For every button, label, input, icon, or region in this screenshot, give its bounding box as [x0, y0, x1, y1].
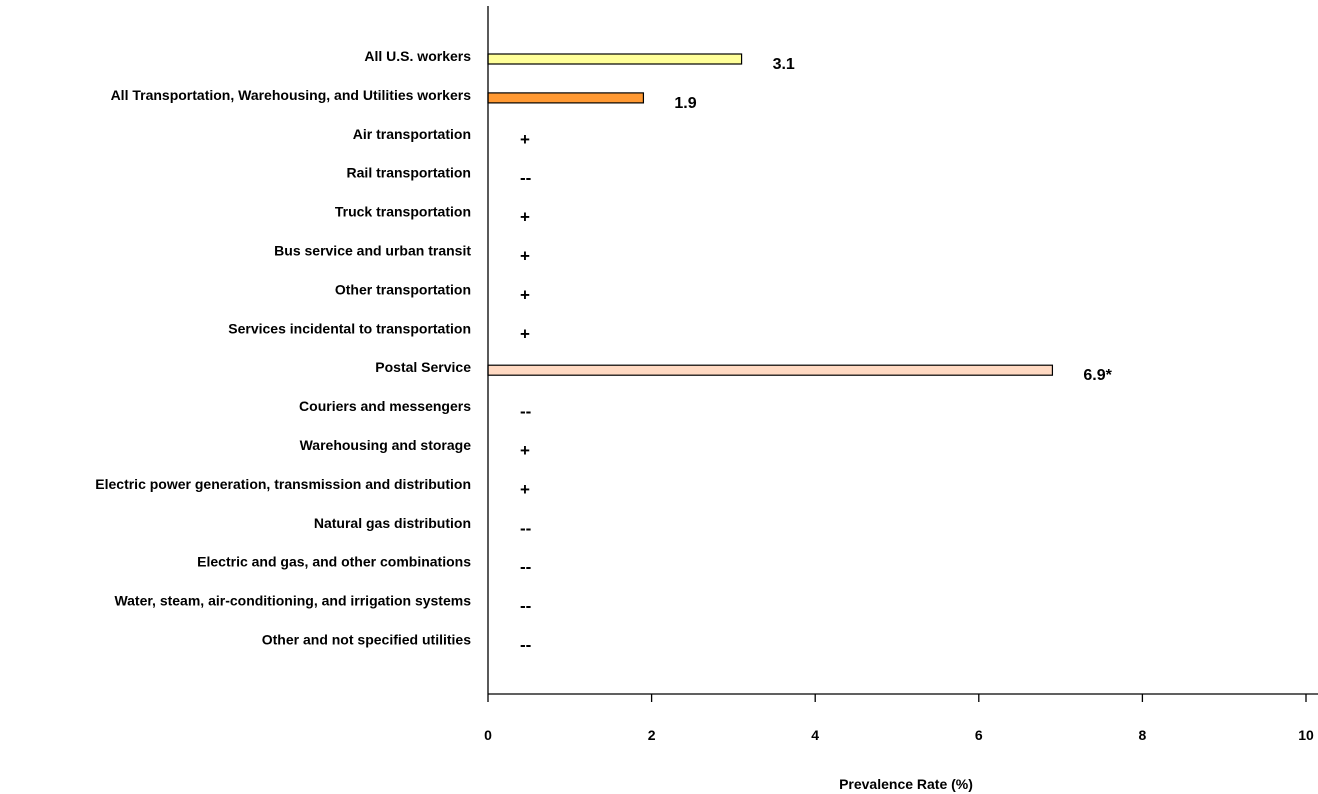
- category-label: Water, steam, air-conditioning, and irri…: [114, 593, 471, 609]
- data-label: 3.1: [773, 56, 795, 73]
- data-label: +: [520, 285, 530, 304]
- category-label: Other and not specified utilities: [262, 632, 471, 648]
- bar: [487, 53, 743, 65]
- category-label: Bus service and urban transit: [274, 243, 471, 259]
- category-label: Services incidental to transportation: [228, 320, 471, 336]
- x-tick-label: 2: [648, 727, 656, 743]
- category-label: Electric power generation, transmission …: [95, 476, 471, 492]
- category-label: Warehousing and storage: [300, 437, 472, 453]
- data-label: +: [520, 208, 530, 227]
- bar: [487, 92, 645, 104]
- category-label: Rail transportation: [347, 165, 471, 181]
- data-label: +: [520, 130, 530, 149]
- category-labels: All U.S. workers All Transportation, Ware…: [95, 48, 471, 648]
- category-label: Air transportation: [353, 126, 471, 142]
- category-label: Electric and gas, and other combinations: [197, 554, 471, 570]
- x-axis-title: Prevalence Rate (%): [839, 776, 973, 792]
- data-label: 6.9*: [1083, 367, 1112, 384]
- data-label: +: [520, 247, 530, 266]
- x-tick-label: 8: [1139, 727, 1147, 743]
- category-label: Natural gas distribution: [314, 515, 471, 531]
- x-tick-label: 0: [484, 727, 492, 743]
- data-label: --: [520, 597, 531, 616]
- data-label: +: [520, 441, 530, 460]
- data-label: --: [520, 402, 531, 421]
- data-label: --: [520, 519, 531, 538]
- data-label: --: [520, 558, 531, 577]
- x-tick-label: 4: [811, 727, 819, 743]
- bar: [487, 364, 1054, 376]
- data-label: +: [520, 324, 530, 343]
- category-label: All Transportation, Warehousing, and Uti…: [111, 87, 472, 103]
- category-label: Truck transportation: [335, 204, 471, 220]
- bars-layer: [487, 53, 1054, 376]
- category-label: Postal Service: [375, 359, 471, 375]
- data-label: --: [520, 169, 531, 188]
- data-label: 1.9: [674, 95, 696, 112]
- data-label: --: [520, 636, 531, 655]
- value-labels: 3.1 1.9 + -- + + + +6.9* -- + + -- -- -- --: [520, 56, 1113, 655]
- x-ticks: 0 2 4 6 8 10: [484, 694, 1314, 743]
- category-label: All U.S. workers: [364, 48, 471, 64]
- data-label: +: [520, 480, 530, 499]
- category-label: Other transportation: [335, 281, 471, 297]
- category-label: Couriers and messengers: [299, 398, 471, 414]
- x-tick-label: 10: [1298, 727, 1314, 743]
- x-tick-label: 6: [975, 727, 983, 743]
